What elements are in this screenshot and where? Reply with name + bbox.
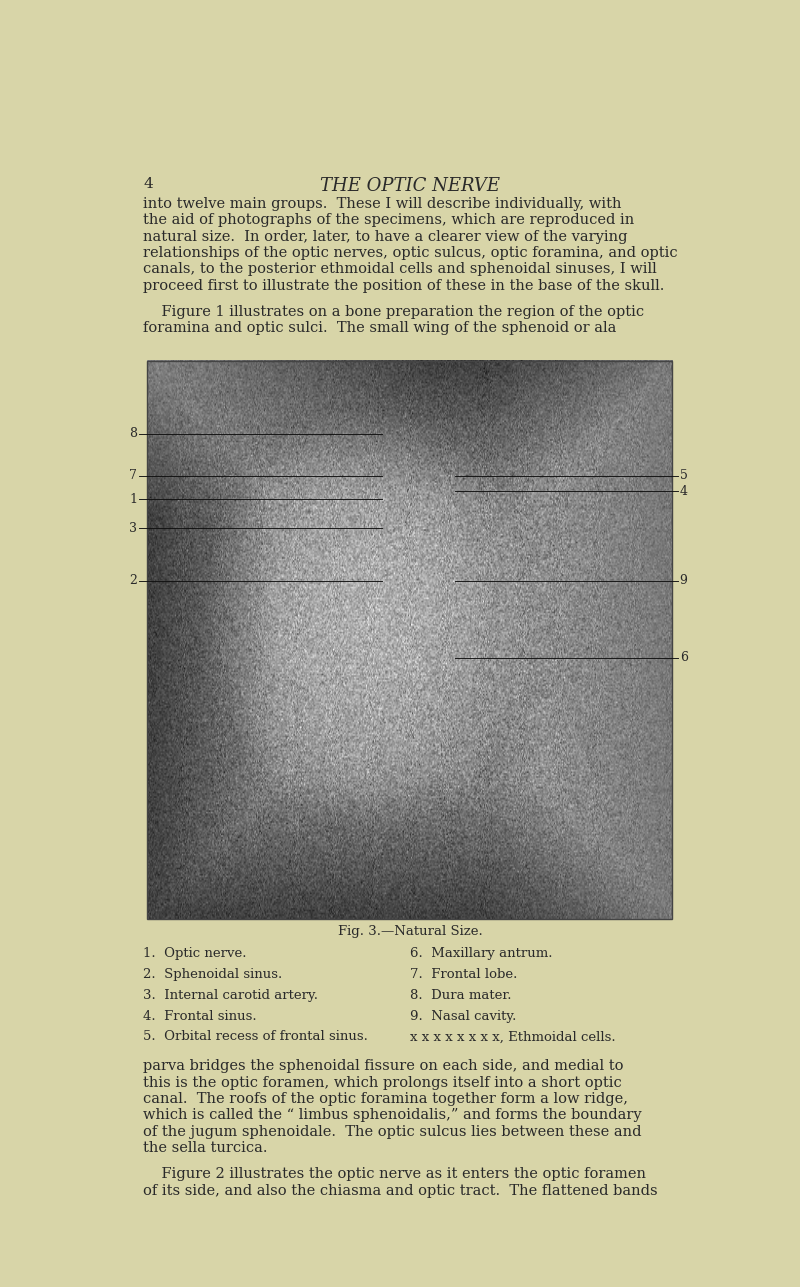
Text: 5: 5: [680, 468, 687, 483]
Text: this is the optic foramen, which prolongs itself into a short optic: this is the optic foramen, which prolong…: [143, 1076, 622, 1090]
Text: THE OPTIC NERVE: THE OPTIC NERVE: [320, 178, 500, 196]
Text: natural size.  In order, later, to have a clearer view of the varying: natural size. In order, later, to have a…: [143, 230, 628, 243]
Text: 2.  Sphenoidal sinus.: 2. Sphenoidal sinus.: [143, 968, 282, 981]
Text: 3: 3: [129, 521, 138, 534]
Text: canals, to the posterior ethmoidal cells and sphenoidal sinuses, I will: canals, to the posterior ethmoidal cells…: [143, 263, 657, 277]
Text: into twelve main groups.  These I will describe individually, with: into twelve main groups. These I will de…: [143, 197, 622, 211]
Text: 1.  Optic nerve.: 1. Optic nerve.: [143, 947, 247, 960]
Text: Fig. 3.—Natural Size.: Fig. 3.—Natural Size.: [338, 925, 482, 938]
Text: which is called the “ limbus sphenoidalis,” and forms the boundary: which is called the “ limbus sphenoidali…: [143, 1108, 642, 1122]
Text: 3.  Internal carotid artery.: 3. Internal carotid artery.: [143, 988, 318, 1001]
Text: 1: 1: [129, 493, 138, 506]
Text: 7: 7: [130, 468, 138, 483]
Text: foramina and optic sulci.  The small wing of the sphenoid or ala: foramina and optic sulci. The small wing…: [143, 322, 617, 336]
Text: 2: 2: [130, 574, 138, 587]
Text: Figure 2 illustrates the optic nerve as it enters the optic foramen: Figure 2 illustrates the optic nerve as …: [143, 1167, 646, 1181]
Text: 6: 6: [680, 651, 688, 664]
Text: of its side, and also the chiasma and optic tract.  The flattened bands: of its side, and also the chiasma and op…: [143, 1184, 658, 1198]
Text: the aid of photographs of the specimens, which are reproduced in: the aid of photographs of the specimens,…: [143, 214, 634, 228]
Text: canal.  The roofs of the optic foramina together form a low ridge,: canal. The roofs of the optic foramina t…: [143, 1091, 629, 1106]
Text: x x x x x x x x, Ethmoidal cells.: x x x x x x x x, Ethmoidal cells.: [410, 1031, 616, 1044]
Text: 7.  Frontal lobe.: 7. Frontal lobe.: [410, 968, 518, 981]
Text: 9.  Nasal cavity.: 9. Nasal cavity.: [410, 1010, 516, 1023]
Text: of the jugum sphenoidale.  The optic sulcus lies between these and: of the jugum sphenoidale. The optic sulc…: [143, 1125, 642, 1139]
Text: 5.  Orbital recess of frontal sinus.: 5. Orbital recess of frontal sinus.: [143, 1031, 368, 1044]
Text: 4: 4: [143, 178, 153, 192]
Text: 8: 8: [129, 427, 138, 440]
Text: 8.  Dura mater.: 8. Dura mater.: [410, 988, 511, 1001]
Text: Figure 1 illustrates on a bone preparation the region of the optic: Figure 1 illustrates on a bone preparati…: [143, 305, 645, 319]
Text: relationships of the optic nerves, optic sulcus, optic foramina, and optic: relationships of the optic nerves, optic…: [143, 246, 678, 260]
Text: 4.  Frontal sinus.: 4. Frontal sinus.: [143, 1010, 257, 1023]
Bar: [146, 360, 672, 919]
Text: the sella turcica.: the sella turcica.: [143, 1142, 268, 1154]
Text: 9: 9: [680, 574, 687, 587]
Text: proceed first to illustrate the position of these in the base of the skull.: proceed first to illustrate the position…: [143, 279, 665, 293]
Text: 6.  Maxillary antrum.: 6. Maxillary antrum.: [410, 947, 553, 960]
Text: 4: 4: [680, 485, 688, 498]
Text: parva bridges the sphenoidal fissure on each side, and medial to: parva bridges the sphenoidal fissure on …: [143, 1059, 624, 1073]
